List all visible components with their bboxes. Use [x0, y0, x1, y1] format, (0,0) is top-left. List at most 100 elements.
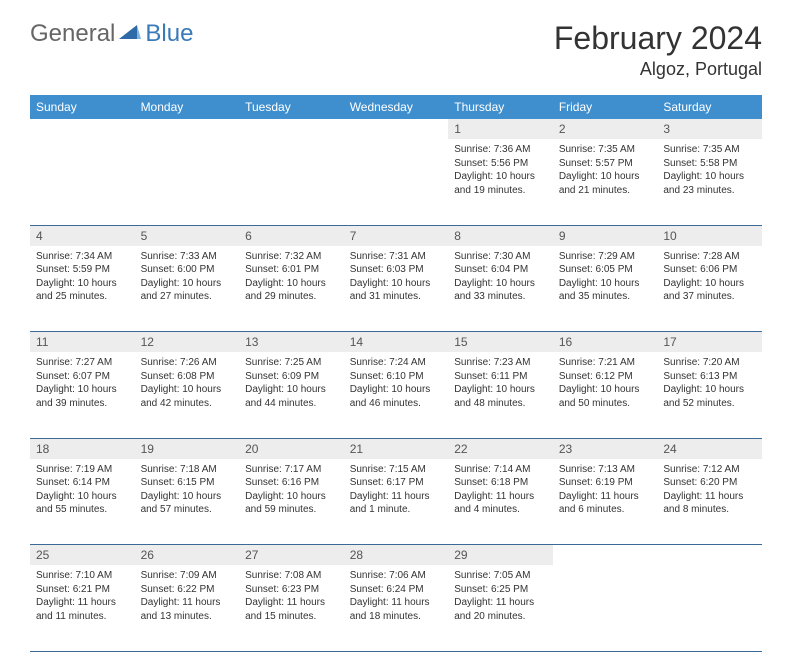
daylight-text: Daylight: 10 hours	[36, 490, 129, 504]
sunrise-text: Sunrise: 7:24 AM	[350, 356, 443, 370]
day-number: 15	[448, 332, 553, 353]
sunset-text: Sunset: 6:25 PM	[454, 583, 547, 597]
sunrise-text: Sunrise: 7:35 AM	[559, 143, 652, 157]
logo: General Blue	[30, 20, 193, 48]
daylight-text: Daylight: 10 hours	[559, 170, 652, 184]
calendar-table: SundayMondayTuesdayWednesdayThursdayFrid…	[30, 95, 762, 652]
daylight-text: Daylight: 11 hours	[559, 490, 652, 504]
day-number: 2	[553, 119, 658, 139]
day-number: 26	[135, 545, 240, 566]
sunrise-text: Sunrise: 7:36 AM	[454, 143, 547, 157]
day-cell: Sunrise: 7:09 AMSunset: 6:22 PMDaylight:…	[135, 565, 240, 651]
day-cell: Sunrise: 7:19 AMSunset: 6:14 PMDaylight:…	[30, 459, 135, 545]
daylight-text: Daylight: 11 hours	[350, 596, 443, 610]
day-number: 14	[344, 332, 449, 353]
calendar-page: General Blue February 2024 Algoz, Portug…	[0, 0, 792, 672]
day-cell: Sunrise: 7:34 AMSunset: 5:59 PMDaylight:…	[30, 246, 135, 332]
day-number: 17	[657, 332, 762, 353]
weekday-header: Saturday	[657, 95, 762, 119]
daylight-text: and 6 minutes.	[559, 503, 652, 517]
sunrise-text: Sunrise: 7:31 AM	[350, 250, 443, 264]
page-header: General Blue February 2024 Algoz, Portug…	[30, 20, 762, 80]
sunrise-text: Sunrise: 7:34 AM	[36, 250, 129, 264]
day-number: 3	[657, 119, 762, 139]
weekday-header: Sunday	[30, 95, 135, 119]
day-number: 9	[553, 225, 658, 246]
daylight-text: and 19 minutes.	[454, 184, 547, 198]
sunset-text: Sunset: 6:10 PM	[350, 370, 443, 384]
day-content: Sunrise: 7:20 AMSunset: 6:13 PMDaylight:…	[657, 352, 762, 416]
sunset-text: Sunset: 6:14 PM	[36, 476, 129, 490]
daylight-text: and 46 minutes.	[350, 397, 443, 411]
sunset-text: Sunset: 5:56 PM	[454, 157, 547, 171]
daylight-text: and 55 minutes.	[36, 503, 129, 517]
day-number-row: 2526272829	[30, 545, 762, 566]
daylight-text: and 44 minutes.	[245, 397, 338, 411]
day-number: 5	[135, 225, 240, 246]
day-cell: Sunrise: 7:27 AMSunset: 6:07 PMDaylight:…	[30, 352, 135, 438]
daylight-text: Daylight: 11 hours	[350, 490, 443, 504]
logo-text-blue: Blue	[145, 20, 193, 48]
daylight-text: and 48 minutes.	[454, 397, 547, 411]
daylight-text: and 35 minutes.	[559, 290, 652, 304]
weekday-header-row: SundayMondayTuesdayWednesdayThursdayFrid…	[30, 95, 762, 119]
daylight-text: and 8 minutes.	[663, 503, 756, 517]
daylight-text: Daylight: 11 hours	[36, 596, 129, 610]
day-number: 12	[135, 332, 240, 353]
day-cell: Sunrise: 7:13 AMSunset: 6:19 PMDaylight:…	[553, 459, 658, 545]
day-cell: Sunrise: 7:30 AMSunset: 6:04 PMDaylight:…	[448, 246, 553, 332]
day-cell: Sunrise: 7:12 AMSunset: 6:20 PMDaylight:…	[657, 459, 762, 545]
day-content: Sunrise: 7:31 AMSunset: 6:03 PMDaylight:…	[344, 246, 449, 310]
location-label: Algoz, Portugal	[554, 59, 762, 80]
daylight-text: Daylight: 10 hours	[245, 490, 338, 504]
daylight-text: Daylight: 10 hours	[454, 277, 547, 291]
day-cell: Sunrise: 7:31 AMSunset: 6:03 PMDaylight:…	[344, 246, 449, 332]
sunset-text: Sunset: 6:23 PM	[245, 583, 338, 597]
day-number: 20	[239, 438, 344, 459]
daylight-text: Daylight: 10 hours	[663, 170, 756, 184]
sunset-text: Sunset: 6:21 PM	[36, 583, 129, 597]
day-cell: Sunrise: 7:08 AMSunset: 6:23 PMDaylight:…	[239, 565, 344, 651]
daylight-text: Daylight: 11 hours	[454, 490, 547, 504]
daylight-text: and 42 minutes.	[141, 397, 234, 411]
sunrise-text: Sunrise: 7:17 AM	[245, 463, 338, 477]
day-number-row: 11121314151617	[30, 332, 762, 353]
week-content-row: Sunrise: 7:36 AMSunset: 5:56 PM Daylight:…	[30, 139, 762, 225]
day-content: Sunrise: 7:33 AMSunset: 6:00 PMDaylight:…	[135, 246, 240, 310]
day-content: Sunrise: 7:30 AMSunset: 6:04 PMDaylight:…	[448, 246, 553, 310]
logo-text-general: General	[30, 20, 115, 48]
sunset-text: Sunset: 5:57 PM	[559, 157, 652, 171]
sunset-text: Sunset: 5:58 PM	[663, 157, 756, 171]
day-number: 16	[553, 332, 658, 353]
daylight-text: Daylight: 10 hours	[350, 383, 443, 397]
day-cell: Sunrise: 7:32 AMSunset: 6:01 PMDaylight:…	[239, 246, 344, 332]
daylight-text: and 50 minutes.	[559, 397, 652, 411]
sunset-text: Sunset: 6:12 PM	[559, 370, 652, 384]
day-cell	[239, 139, 344, 225]
day-content: Sunrise: 7:27 AMSunset: 6:07 PMDaylight:…	[30, 352, 135, 416]
sunset-text: Sunset: 6:16 PM	[245, 476, 338, 490]
day-number	[657, 545, 762, 566]
sunrise-text: Sunrise: 7:05 AM	[454, 569, 547, 583]
day-content: Sunrise: 7:19 AMSunset: 6:14 PMDaylight:…	[30, 459, 135, 523]
weekday-header: Wednesday	[344, 95, 449, 119]
week-content-row: Sunrise: 7:10 AMSunset: 6:21 PMDaylight:…	[30, 565, 762, 651]
day-content: Sunrise: 7:17 AMSunset: 6:16 PMDaylight:…	[239, 459, 344, 523]
sunrise-text: Sunrise: 7:13 AM	[559, 463, 652, 477]
daylight-text: and 29 minutes.	[245, 290, 338, 304]
daylight-text: and 1 minute.	[350, 503, 443, 517]
sunset-text: Sunset: 6:18 PM	[454, 476, 547, 490]
day-number: 28	[344, 545, 449, 566]
sunrise-text: Sunrise: 7:08 AM	[245, 569, 338, 583]
sunrise-text: Sunrise: 7:28 AM	[663, 250, 756, 264]
day-content: Sunrise: 7:09 AMSunset: 6:22 PMDaylight:…	[135, 565, 240, 629]
day-number: 10	[657, 225, 762, 246]
daylight-text: and 4 minutes.	[454, 503, 547, 517]
day-cell: Sunrise: 7:36 AMSunset: 5:56 PMDaylight:…	[448, 139, 553, 225]
sunrise-text: Sunrise: 7:21 AM	[559, 356, 652, 370]
daylight-text: Daylight: 11 hours	[663, 490, 756, 504]
daylight-text: and 23 minutes.	[663, 184, 756, 198]
sunset-text: Sunset: 6:01 PM	[245, 263, 338, 277]
sunrise-text: Sunrise: 7:06 AM	[350, 569, 443, 583]
daylight-text: Daylight: 10 hours	[350, 277, 443, 291]
